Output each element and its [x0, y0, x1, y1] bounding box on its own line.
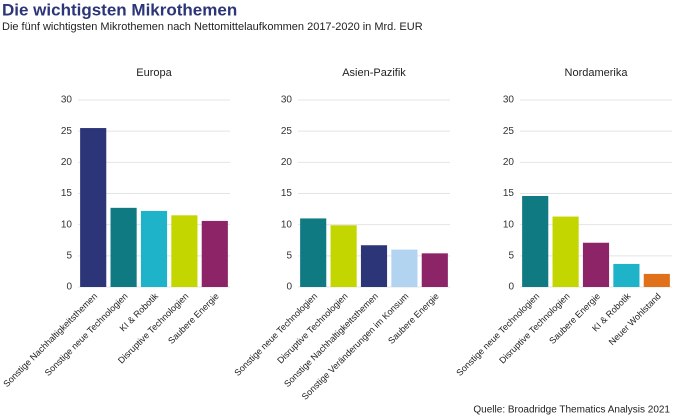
bar — [613, 263, 640, 287]
y-tick-label: 20 — [503, 157, 515, 168]
y-tick-label: 0 — [508, 282, 514, 293]
y-tick-label: 10 — [281, 219, 293, 230]
bar — [552, 216, 579, 287]
bar — [522, 195, 549, 287]
y-tick-label: 30 — [61, 95, 73, 106]
bar — [110, 207, 137, 287]
bar — [330, 225, 357, 287]
y-tick-label: 0 — [66, 282, 72, 293]
bar — [80, 128, 107, 287]
y-tick-label: 0 — [286, 282, 292, 293]
source: Quelle: Broadridge Thematics Analysis 20… — [473, 405, 670, 416]
chart-title: Europa — [136, 67, 172, 79]
y-tick-label: 5 — [286, 250, 292, 261]
y-tick-label: 25 — [503, 126, 515, 137]
y-tick-label: 30 — [503, 95, 515, 106]
bar — [643, 273, 670, 287]
page-subtitle: Die fünf wichtigsten Mikrothemen nach Ne… — [2, 21, 423, 33]
y-tick-label: 20 — [61, 157, 73, 168]
y-tick-label: 10 — [503, 219, 515, 230]
bar — [300, 218, 327, 287]
bar — [140, 210, 168, 287]
chart-title: Nordamerika — [565, 67, 629, 79]
y-tick-label: 30 — [281, 95, 293, 106]
bar — [582, 242, 610, 287]
y-tick-label: 25 — [281, 126, 293, 137]
y-tick-label: 5 — [508, 250, 514, 261]
y-tick-label: 15 — [503, 188, 515, 199]
y-tick-label: 20 — [281, 157, 293, 168]
x-tick-label: Neuer Wohlstand — [607, 291, 663, 347]
bar — [201, 220, 228, 287]
y-tick-label: 10 — [61, 219, 73, 230]
bar — [360, 245, 388, 287]
y-tick-label: 15 — [281, 188, 293, 199]
chart-title: Asien-Pazifik — [342, 67, 406, 79]
y-tick-label: 5 — [66, 250, 72, 261]
bar — [391, 249, 418, 287]
y-tick-label: 25 — [61, 126, 73, 137]
y-tick-label: 15 — [61, 188, 73, 199]
page-title: Die wichtigsten Mikrothemen — [2, 0, 237, 19]
bar — [421, 253, 448, 287]
bar — [171, 215, 198, 287]
